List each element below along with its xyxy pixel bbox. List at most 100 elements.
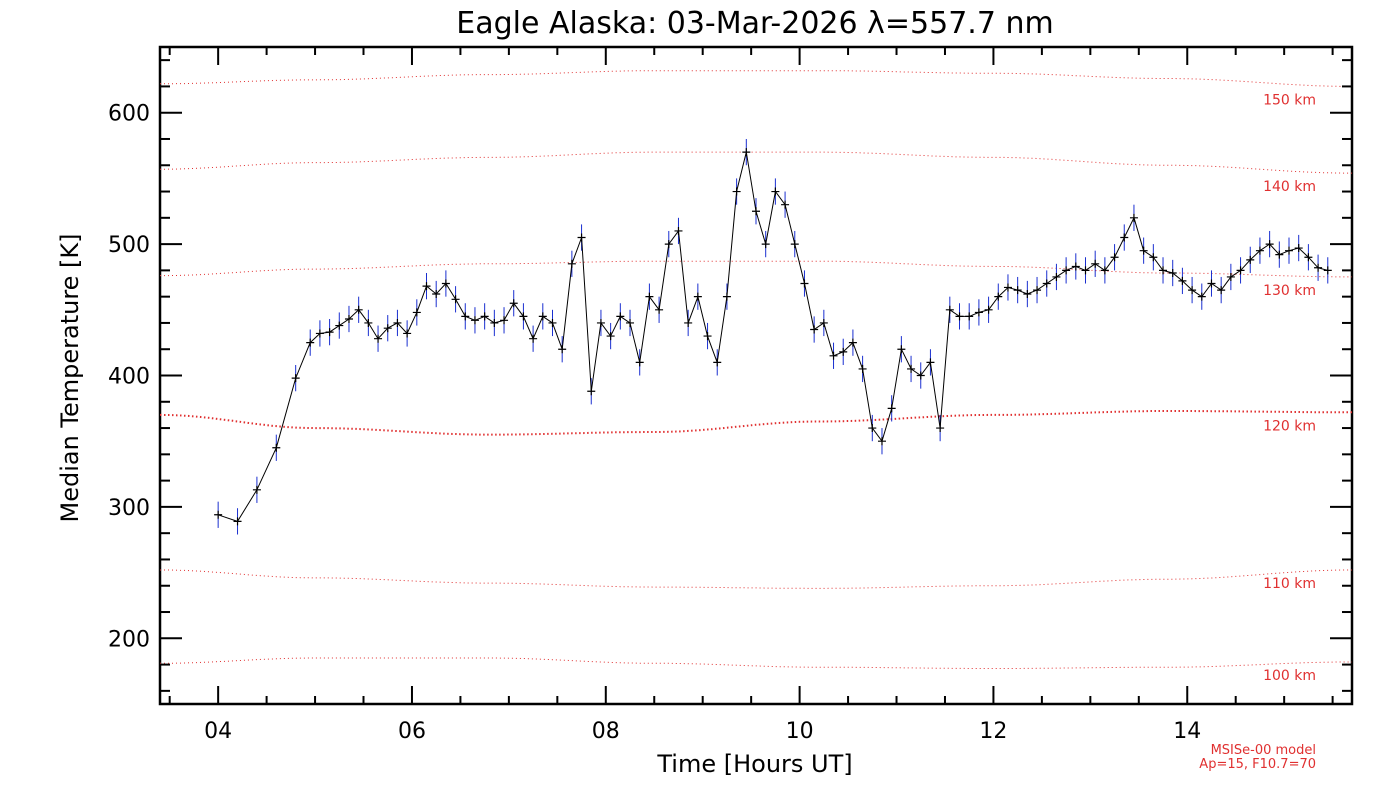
data-point [926,358,935,367]
data-point [214,510,223,519]
data-point [1323,266,1332,275]
data-point [451,295,460,304]
data-point [412,308,421,317]
data-point [306,338,315,347]
data-point [1071,262,1080,271]
data-point [916,371,925,380]
data-point [936,424,945,433]
data-point [1294,244,1303,253]
data-point [722,292,731,301]
data-point [674,226,683,235]
data-point [291,374,300,383]
data-point [761,240,770,249]
data-point [1013,286,1022,295]
data-point [742,148,751,157]
x-tick-label: 08 [592,719,620,744]
data-point [1265,240,1274,249]
data-point [1178,276,1187,285]
data-point [819,318,828,327]
model-label-140-km: 140 km [1263,179,1316,195]
data-point [315,329,324,338]
data-point [272,443,281,452]
y-tick-label: 500 [108,233,150,258]
data-point [529,334,538,343]
model-line-110-km [160,569,1352,589]
data-point [422,282,431,291]
data-point [1207,279,1216,288]
data-point [616,312,625,321]
data-point [344,314,353,323]
data-point [732,187,741,196]
data-point [490,318,499,327]
data-point [635,358,644,367]
data-point [354,305,363,314]
data-point [848,338,857,347]
data-point [829,351,838,360]
chart-title: Eagle Alaska: 03-Mar-2026 λ=557.7 nm [456,6,1053,41]
data-point [713,358,722,367]
data-point [374,334,383,343]
data-point [1159,266,1168,275]
msis-model-lines: 150 km 140 km 130 km 120 km 110 km 100 km [159,70,1352,684]
y-tick-label: 200 [108,627,150,652]
model-line-120-km [159,410,1352,436]
data-point [839,347,848,356]
x-tick-label: 04 [204,719,232,744]
data-point [897,345,906,354]
data-point [538,312,547,321]
error-bars [217,138,1329,535]
x-axis-label: Time [Hours UT] [656,750,852,778]
axis-ticks [160,47,1352,704]
data-point [1081,266,1090,275]
model-label-150-km: 150 km [1263,92,1316,108]
data-point [655,305,664,314]
model-line-130-km [160,260,1352,278]
data-point [325,328,334,337]
data-point [1139,246,1148,255]
data-point [393,318,402,327]
data-point [1042,279,1051,288]
data-point [509,299,518,308]
data-point [1304,253,1313,262]
data-point [364,318,373,327]
data-point [1188,286,1197,295]
data-point [432,290,441,299]
x-tick-label: 12 [979,719,1007,744]
model-label-110-km: 110 km [1263,576,1316,592]
data-point [626,318,635,327]
data-point [1236,266,1245,275]
data-point [1003,283,1012,292]
data-point [790,240,799,249]
model-line-100-km [160,657,1352,669]
data-point [587,387,596,396]
data-point [441,279,450,288]
data-point [771,187,780,196]
data-point [1062,266,1071,275]
data-point [965,312,974,321]
data-point [887,404,896,413]
data-point [1120,233,1129,242]
model-label-130-km: 130 km [1263,283,1316,299]
y-tick-label: 400 [108,365,150,390]
data-point [858,364,867,373]
data-point [383,324,392,333]
data-point [1217,286,1226,295]
data-point [1275,250,1284,259]
model-line-150-km [160,70,1352,87]
data-point [500,316,509,325]
data-point [994,292,1003,301]
data-point [684,318,693,327]
model-note-line-2: Ap=15, F10.7=70 [1199,757,1316,772]
data-point [877,437,886,446]
data-point [606,332,615,341]
data-point [752,207,760,216]
data-point [252,485,261,494]
data-point [703,332,712,341]
data-point [335,321,344,330]
data-point [567,259,576,268]
data-point [1149,253,1158,262]
data-point [1023,290,1032,299]
data-point [907,364,916,373]
data-point [810,325,819,334]
